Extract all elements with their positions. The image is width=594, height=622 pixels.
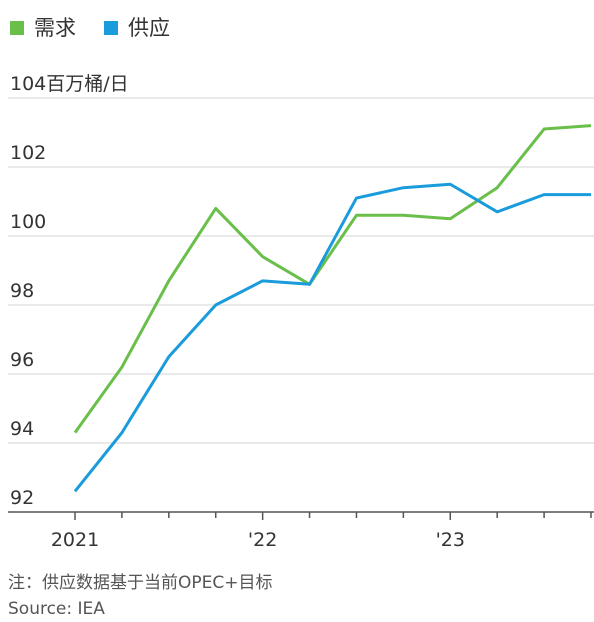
source: Source: IEA <box>8 599 105 619</box>
legend-label: 供应 <box>128 16 170 40</box>
footnote: 注：供应数据基于当前OPEC+目标 <box>8 573 273 593</box>
y-tick-label: 94 <box>10 418 34 440</box>
legend-swatch <box>104 21 118 35</box>
y-tick-label: 100 <box>10 211 46 233</box>
y-tick-label: 98 <box>10 280 34 302</box>
y-tick-label: 96 <box>10 349 34 371</box>
x-tick-label: '22 <box>248 529 277 551</box>
legend-label: 需求 <box>34 16 76 40</box>
y-tick-label: 102 <box>10 142 46 164</box>
y-tick-label: 104百万桶/日 <box>10 73 129 95</box>
x-tick-label: '23 <box>436 529 465 551</box>
data-line <box>73 182 591 493</box>
legend-swatch <box>10 21 24 35</box>
y-tick-label: 92 <box>10 487 34 509</box>
data-line <box>73 124 592 434</box>
x-tick-label: 2021 <box>51 529 99 551</box>
